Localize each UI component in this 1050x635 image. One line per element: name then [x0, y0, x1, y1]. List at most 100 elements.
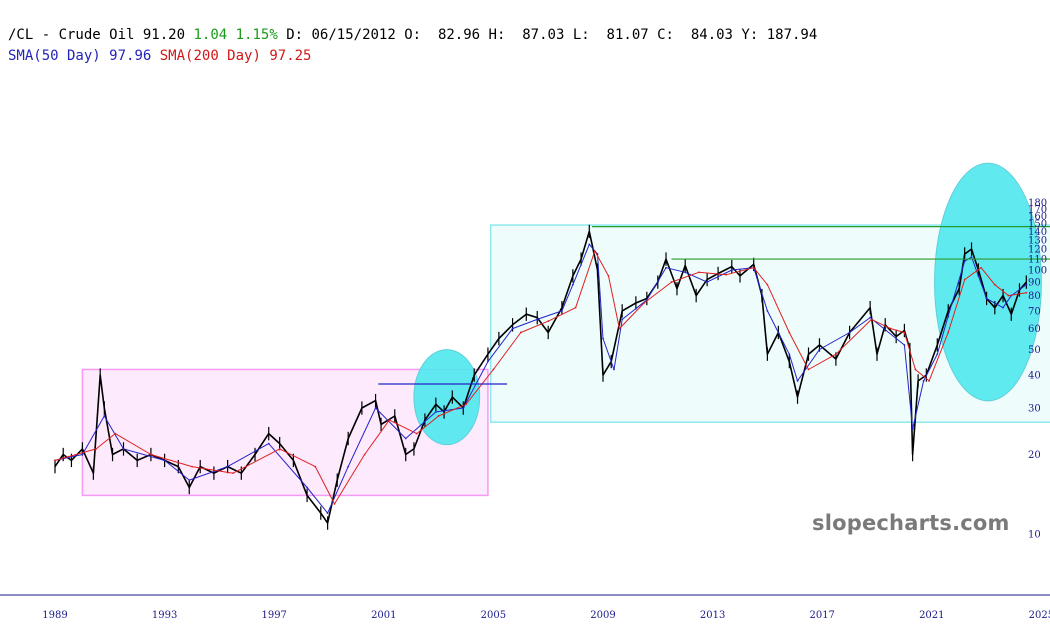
- y-tick-label: 130: [1028, 235, 1047, 246]
- sma200-point: [54, 459, 56, 462]
- sma200-point: [95, 448, 97, 450]
- sma50-point: [766, 309, 769, 312]
- y-tick-label: 30: [1028, 404, 1041, 415]
- y-tick-label: 100: [1028, 266, 1047, 277]
- annotations-front: [378, 226, 1050, 385]
- sma200-point: [1007, 294, 1010, 297]
- sma50-point: [103, 415, 106, 417]
- y-tick-label: 150: [1028, 219, 1047, 230]
- sma50-point: [434, 411, 437, 413]
- sma200-point: [232, 472, 235, 475]
- sma50-point: [947, 315, 950, 317]
- x-tick-label: 2021: [919, 610, 944, 621]
- sma200-label: SMA(200 Day): [159, 48, 261, 64]
- series-sma50: [54, 243, 1027, 514]
- sma200-point: [492, 368, 495, 371]
- sma50-point: [963, 260, 966, 263]
- y-axis-ticks: 1020304050607080901001101201301401501601…: [1028, 198, 1047, 540]
- sma200-point: [835, 353, 837, 356]
- sma50-point: [903, 344, 906, 346]
- sma50-point: [895, 337, 898, 340]
- sma200-point: [1025, 291, 1028, 294]
- sma50-point: [487, 360, 489, 363]
- sma50-point: [970, 256, 973, 258]
- sma200-point: [698, 271, 700, 274]
- x-tick-label: 1993: [152, 610, 177, 621]
- sma50-point: [188, 479, 191, 482]
- y-tick-label: 160: [1028, 212, 1047, 223]
- sma200-point: [191, 465, 193, 468]
- sma50-point: [462, 407, 465, 409]
- y-tick-label: 60: [1028, 324, 1041, 335]
- sma50-point: [911, 428, 914, 430]
- symbol-label: /CL - Crude Oil: [8, 27, 135, 43]
- sma50-point: [730, 269, 733, 271]
- y-label: Y: 187.94: [741, 27, 818, 43]
- indicator-legend: SMA(50 Day) 97.96 SMA(200 Day) 97.25: [8, 48, 312, 64]
- sma50-point: [326, 512, 329, 514]
- last-price: 91.20: [142, 27, 186, 43]
- sma200-point: [903, 331, 906, 334]
- sma50-point: [684, 271, 687, 274]
- sma200-point: [963, 278, 966, 281]
- sma50-point: [561, 309, 563, 312]
- sma200-point: [593, 250, 596, 252]
- sma200-point: [465, 403, 467, 406]
- x-tick-label: 2009: [590, 610, 615, 621]
- highlight-circle-2003: [413, 349, 481, 446]
- sma200-point: [870, 318, 873, 321]
- sma50-value: 97.96: [109, 48, 152, 64]
- sma200-point: [993, 283, 996, 286]
- sma50-point: [226, 465, 229, 468]
- sma200-point: [807, 368, 810, 371]
- change-percent: 1.15%: [235, 27, 278, 43]
- close-label: C: 84.03: [657, 27, 733, 43]
- sma50-point: [922, 380, 925, 382]
- highlight-circle-2022: [934, 162, 1042, 402]
- high-label: H: 87.03: [488, 27, 565, 43]
- sma200-point: [333, 503, 336, 505]
- sma200-point: [278, 448, 281, 450]
- sma50-point: [536, 318, 539, 321]
- y-tick-label: 20: [1028, 450, 1041, 461]
- sma200-point: [363, 453, 366, 456]
- change-value: 1.04: [193, 27, 228, 43]
- y-tick-label: 40: [1028, 371, 1041, 382]
- sma200-point: [980, 266, 983, 269]
- x-tick-label: 1997: [261, 610, 286, 621]
- sma50-point: [796, 380, 799, 382]
- sma200-point: [574, 306, 577, 309]
- sma200-value: 97.25: [269, 48, 312, 64]
- sma200-point: [114, 432, 117, 435]
- quote-header: /CL - Crude Oil 91.20 1.04 1.15% D: 06/1…: [8, 27, 817, 43]
- sma200-point: [150, 453, 152, 456]
- x-axis-ticks: 1989 1993 1997 2001 2005 2009 2013 2017 2021 2025: [42, 610, 1050, 621]
- sma200-point: [914, 368, 917, 371]
- sma50-point: [1002, 306, 1004, 309]
- sma50-point: [602, 337, 604, 340]
- sma50-point: [571, 283, 574, 286]
- series-layer: [54, 224, 1028, 530]
- sma50-point: [267, 442, 270, 445]
- sma50-point: [122, 448, 125, 450]
- sma200-point: [947, 331, 950, 334]
- low-label: L: 81.07: [572, 27, 649, 43]
- sma200-point: [752, 266, 755, 269]
- sma200-point: [788, 331, 791, 334]
- y-tick-label: 170: [1028, 205, 1047, 216]
- y-tick-label: 80: [1028, 291, 1041, 302]
- sma50-point: [848, 331, 851, 334]
- x-tick-label: 2017: [809, 610, 834, 621]
- y-tick-label: 10: [1028, 530, 1041, 541]
- sma200-point: [643, 302, 645, 304]
- sma50-point: [613, 368, 615, 371]
- x-tick-label: 2013: [700, 610, 725, 621]
- y-tick-label: 110: [1028, 255, 1047, 266]
- y-tick-label: 120: [1028, 245, 1047, 256]
- sma50-point: [936, 353, 939, 356]
- sma50-point: [81, 453, 84, 456]
- sma200-point: [388, 419, 391, 422]
- x-tick-label: 2005: [481, 610, 506, 621]
- x-tick-label: 2001: [371, 610, 396, 621]
